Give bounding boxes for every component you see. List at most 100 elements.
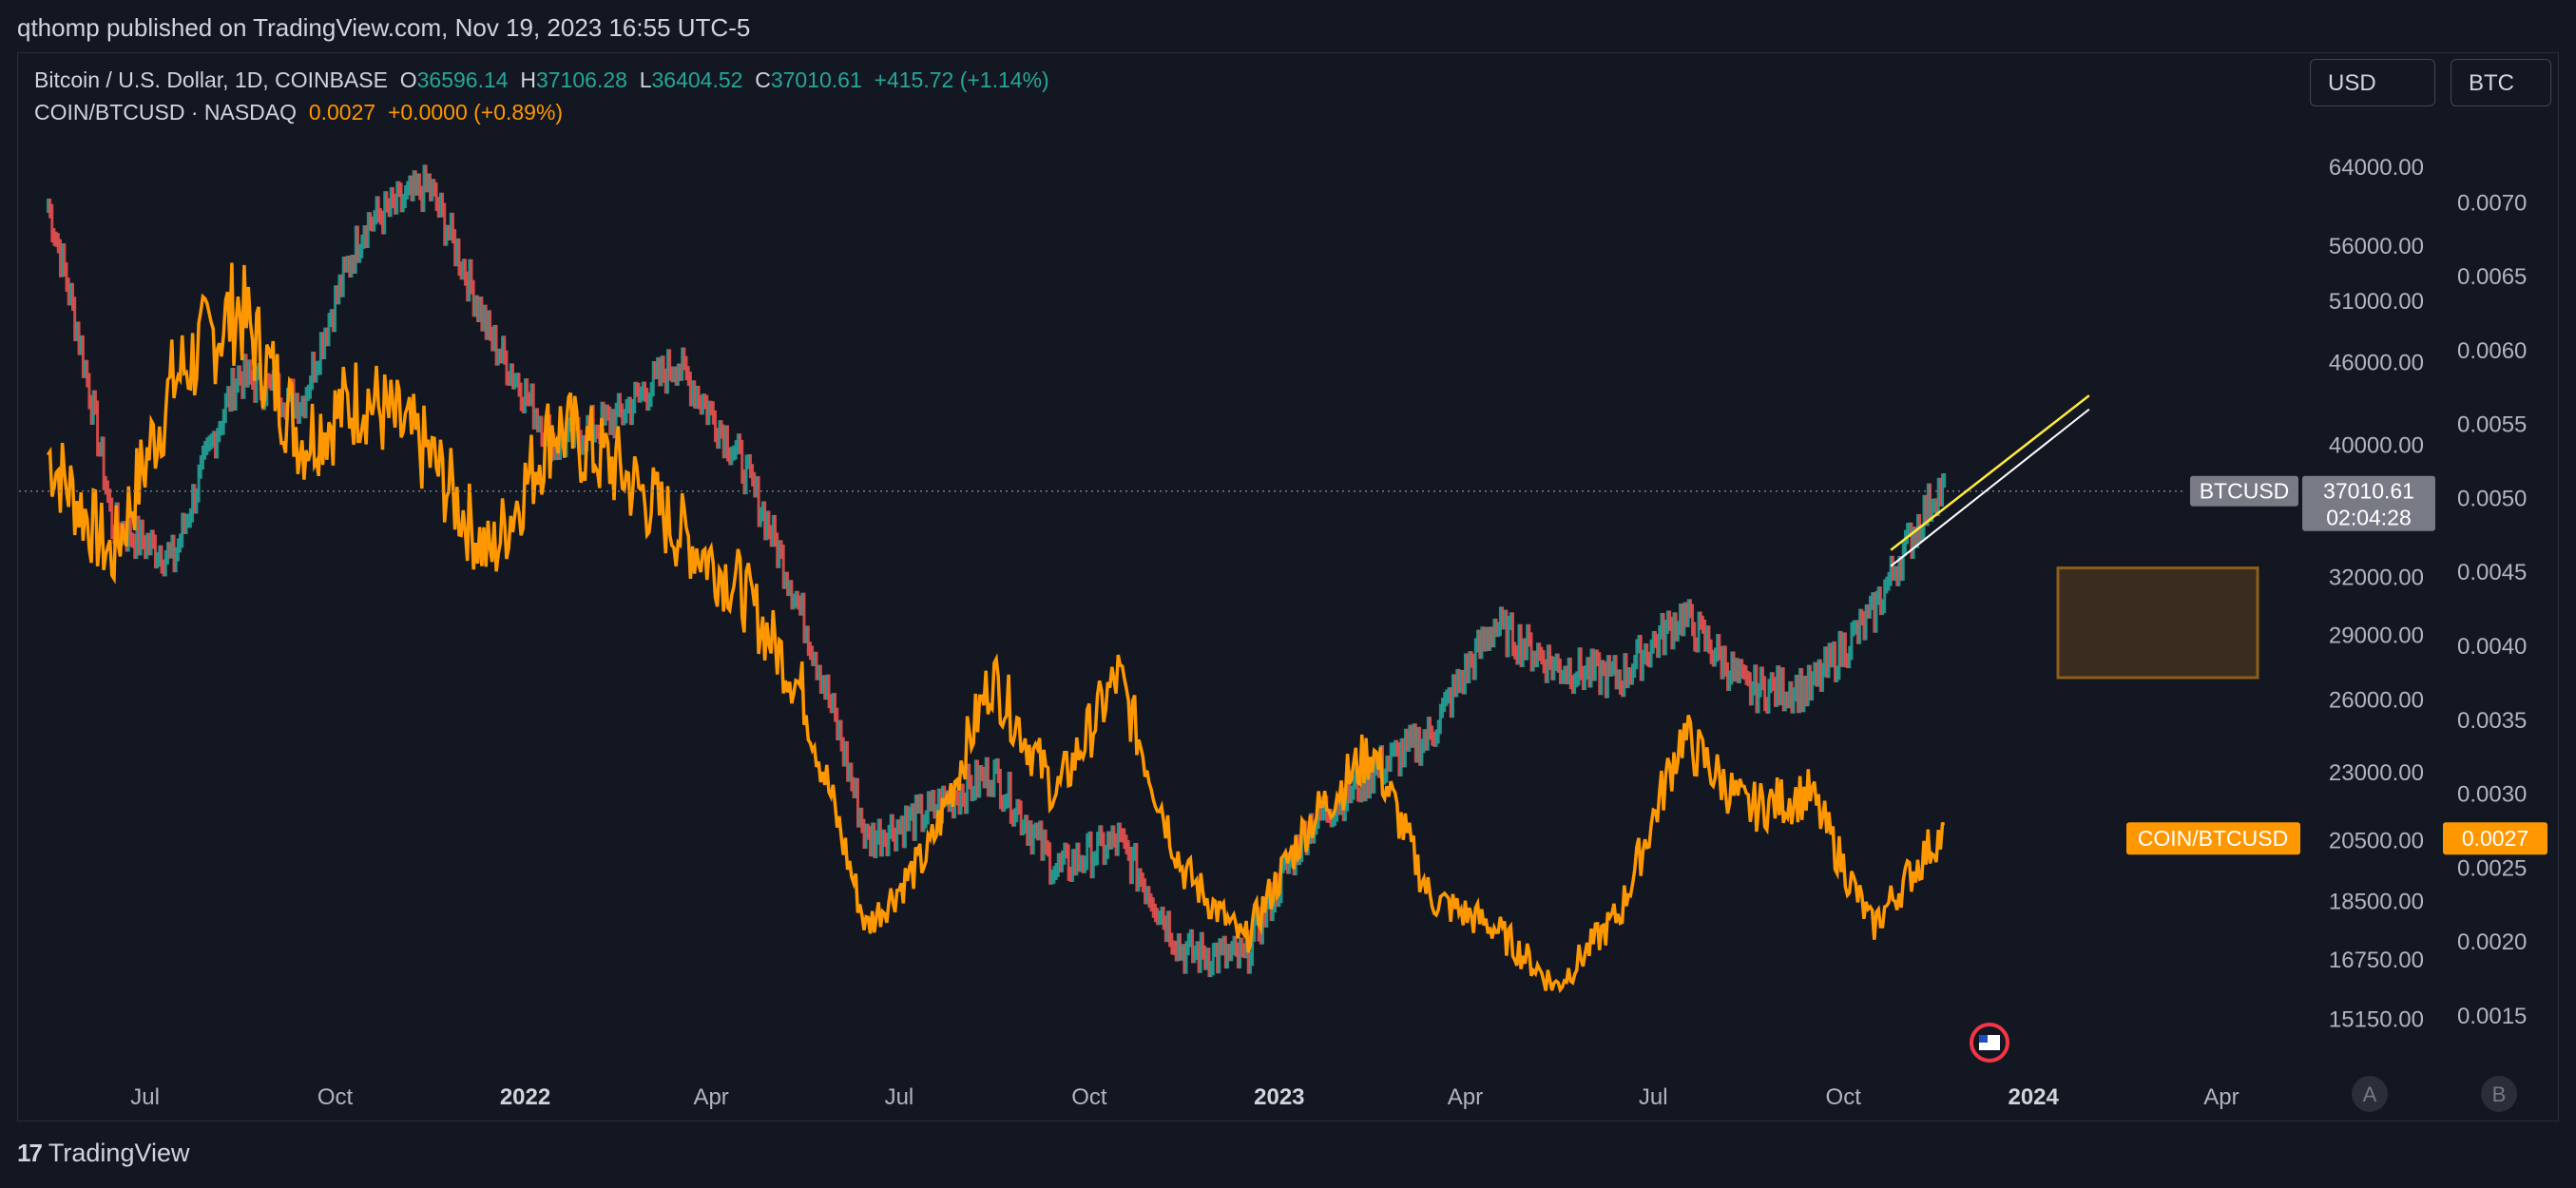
- btc-candle: [929, 791, 932, 812]
- scale-b-button-text: B: [2492, 1083, 2507, 1106]
- btc-candle: [1139, 868, 1143, 888]
- btc-candle: [802, 592, 806, 643]
- btc-candle: [920, 794, 924, 833]
- x-tick-label: 2023: [1254, 1084, 1304, 1110]
- btc-candle: [1288, 853, 1292, 874]
- btc-candle: [665, 349, 669, 394]
- btc-candle: [658, 356, 662, 387]
- btc-candle: [705, 394, 709, 426]
- btc-candle: [1364, 758, 1368, 802]
- btc-candle: [394, 193, 397, 215]
- btc-candle: [528, 392, 531, 407]
- btc-candle: [515, 373, 519, 388]
- btc-candle: [957, 791, 961, 815]
- btc-candle: [860, 807, 864, 834]
- btc-candle: [1368, 770, 1372, 799]
- btc-candle: [1586, 657, 1589, 680]
- btc-candle: [441, 192, 445, 218]
- btc-candle: [651, 360, 655, 397]
- btc-candle: [746, 453, 750, 469]
- btc-candle: [1492, 618, 1496, 648]
- btc-candle: [1554, 653, 1558, 671]
- btc-candle: [931, 790, 934, 812]
- tradingview-logo[interactable]: 17 TradingView: [17, 1139, 190, 1168]
- btc-candle: [720, 420, 723, 439]
- btc-candle: [75, 321, 79, 342]
- btc-candle: [897, 819, 901, 835]
- btc-candle: [283, 402, 287, 420]
- right-price-tick: 0.0045: [2457, 560, 2527, 585]
- btc-candle: [300, 395, 304, 417]
- btc-candle: [339, 274, 343, 297]
- btc-candle: [1686, 599, 1690, 627]
- btc-candle: [1721, 645, 1725, 680]
- btc-candle: [1188, 929, 1192, 948]
- btc-candle: [1451, 674, 1454, 719]
- btc-candle: [144, 535, 147, 560]
- btc-candle: [524, 378, 528, 413]
- btc-candle: [1889, 555, 1893, 586]
- btc-candle: [1753, 664, 1757, 696]
- btc-candle: [1144, 878, 1147, 905]
- btc-candle: [759, 507, 762, 527]
- btc-candle: [1651, 630, 1655, 654]
- btc-candle: [1929, 483, 1932, 523]
- btc-candle: [889, 814, 893, 839]
- btc-candle: [158, 545, 162, 567]
- btc-candle: [1447, 687, 1451, 704]
- btc-candle: [408, 175, 412, 196]
- btc-candle: [855, 777, 859, 828]
- btc-candle: [1061, 850, 1065, 872]
- main-series-legend[interactable]: Bitcoin / U.S. Dollar, 1D, COINBASE O365…: [34, 67, 1049, 93]
- btc-candle: [894, 827, 897, 852]
- btc-candle: [783, 571, 787, 589]
- scale-a-button[interactable]: [2352, 1076, 2388, 1112]
- btc-currency-button[interactable]: BTC: [2451, 59, 2551, 106]
- btc-candle: [1068, 867, 1072, 882]
- btc-candle: [1432, 731, 1436, 747]
- btc-candle: [1802, 675, 1806, 713]
- btc-candle: [131, 532, 135, 548]
- btc-candle: [1336, 797, 1339, 822]
- btc-candle: [581, 434, 585, 455]
- btc-candle: [188, 508, 192, 528]
- compare-series-legend[interactable]: COIN/BTCUSD · NASDAQ 0.0027 +0.0000 (+0.…: [34, 100, 563, 125]
- btc-candle: [1271, 898, 1275, 922]
- btc-candle: [438, 192, 442, 219]
- btc-candle: [489, 310, 492, 341]
- btc-candle: [162, 559, 165, 577]
- btc-candle: [1552, 657, 1556, 680]
- btc-candle: [455, 238, 459, 267]
- btc-candle: [1211, 943, 1215, 976]
- btc-candle: [1443, 691, 1447, 713]
- x-tick-label: Oct: [1071, 1084, 1107, 1110]
- btc-candle: [1604, 661, 1607, 699]
- btc-candle: [494, 324, 498, 366]
- btc-candle: [1936, 477, 1940, 517]
- btc-candle: [1226, 944, 1230, 969]
- btc-candle: [804, 625, 808, 643]
- btc-candle: [61, 243, 65, 278]
- scale-b-button[interactable]: [2481, 1076, 2517, 1112]
- btc-candle: [1486, 626, 1490, 651]
- btc-candle: [1058, 853, 1062, 872]
- right-price-tick: 0.0060: [2457, 338, 2527, 364]
- btc-candle: [788, 580, 792, 597]
- btc-candle: [912, 803, 915, 841]
- btc-candle: [1515, 644, 1519, 665]
- btc-candle: [1827, 642, 1831, 679]
- btc-candle: [449, 212, 452, 241]
- usd-currency-button[interactable]: USD: [2310, 59, 2435, 106]
- btc-candle: [1209, 961, 1213, 978]
- btc-candle: [679, 363, 682, 381]
- btc-candle: [740, 439, 744, 484]
- right-price-tick: 0.0050: [2457, 486, 2527, 511]
- btc-candle: [100, 436, 104, 457]
- btc-candle: [978, 765, 982, 798]
- btc-candle: [839, 719, 843, 752]
- btc-candle: [883, 829, 887, 848]
- btc-candle: [1943, 472, 1947, 489]
- header-bar: qthomp published on TradingView.com, Nov…: [0, 0, 2576, 52]
- btc-candle: [244, 354, 248, 388]
